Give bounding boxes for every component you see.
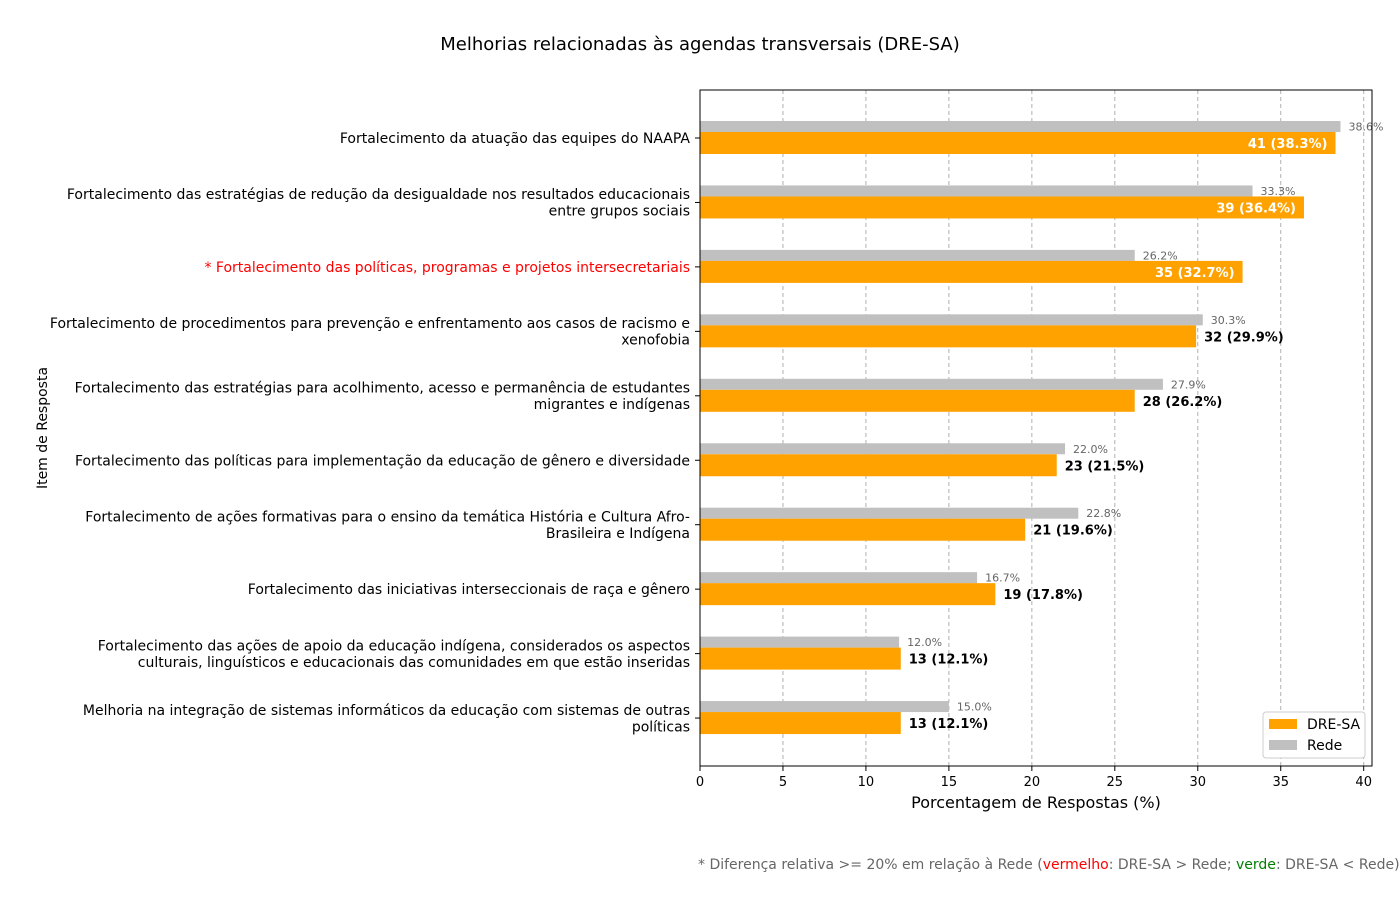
dre-sa-bar xyxy=(700,260,1243,283)
category-label: Fortalecimento das estratégias de reduçã… xyxy=(67,187,690,220)
footnote-middle: : DRE-SA > Rede; xyxy=(1108,857,1237,873)
dre-sa-bar xyxy=(700,712,901,735)
rede-value-label: 30.3% xyxy=(1211,314,1246,327)
dre-sa-bar xyxy=(700,647,901,670)
rede-bar xyxy=(700,249,1135,261)
rede-bar xyxy=(700,701,949,713)
footnote-red-word: vermelho xyxy=(1042,857,1109,873)
x-tick-label: 15 xyxy=(941,775,958,790)
rede-value-label: 22.8% xyxy=(1086,507,1121,520)
dre-sa-bar xyxy=(700,389,1135,412)
rede-bar xyxy=(700,443,1066,455)
dre-sa-value-label: 41 (38.3%) xyxy=(1248,137,1328,152)
dre-sa-bar xyxy=(700,454,1057,477)
category-label: Fortalecimento da atuação das equipes do… xyxy=(340,131,691,147)
footnote-green-word: verde xyxy=(1236,857,1276,873)
category-label: Fortalecimento das iniciativas intersecc… xyxy=(248,582,690,598)
dre-sa-bar xyxy=(700,325,1197,348)
dre-sa-bar xyxy=(700,518,1026,541)
dre-sa-value-label: 13 (12.1%) xyxy=(909,653,989,668)
category-label: Fortalecimento de procedimentos para pre… xyxy=(50,316,690,349)
category-label: * Fortalecimento das políticas, programa… xyxy=(204,260,690,276)
x-tick-label: 20 xyxy=(1024,775,1041,790)
dre-sa-value-label: 39 (36.4%) xyxy=(1216,201,1296,216)
rede-value-label: 38.6% xyxy=(1348,121,1383,134)
x-tick-label: 10 xyxy=(858,775,875,790)
x-tick-label: 5 xyxy=(779,775,787,790)
legend-swatch-rede xyxy=(1269,740,1297,750)
rede-bar xyxy=(700,121,1341,132)
footnote-prefix: * Diferença relativa >= 20% em relação à… xyxy=(698,857,1043,873)
dre-sa-value-label: 35 (32.7%) xyxy=(1155,266,1235,281)
category-label: Fortalecimento das políticas para implem… xyxy=(75,453,690,469)
rede-bar xyxy=(700,378,1163,390)
rede-value-label: 22.0% xyxy=(1073,443,1108,456)
dre-sa-value-label: 23 (21.5%) xyxy=(1065,459,1145,474)
x-tick-label: 35 xyxy=(1272,775,1289,790)
dre-sa-bar xyxy=(700,196,1304,219)
footnote: * Diferença relativa >= 20% em relação à… xyxy=(698,857,1400,873)
dre-sa-value-label: 21 (19.6%) xyxy=(1033,524,1113,539)
x-tick-label: 0 xyxy=(696,775,704,790)
rede-bar xyxy=(700,314,1203,326)
footnote-suffix: : DRE-SA < Rede) xyxy=(1275,857,1400,873)
dre-sa-bar xyxy=(700,132,1336,154)
rede-value-label: 16.7% xyxy=(985,572,1020,585)
rede-value-label: 15.0% xyxy=(957,701,992,714)
category-label: Melhoria na integração de sistemas infor… xyxy=(83,703,690,736)
rede-bar xyxy=(700,185,1253,197)
dre-sa-value-label: 28 (26.2%) xyxy=(1143,395,1223,410)
rede-bar xyxy=(700,572,978,584)
chart-title: Melhorias relacionadas às agendas transv… xyxy=(440,34,960,55)
plot-frame xyxy=(699,89,1373,767)
dre-sa-bar xyxy=(700,583,996,606)
legend-label-dre-sa: DRE-SA xyxy=(1307,717,1361,733)
dre-sa-value-label: 32 (29.9%) xyxy=(1204,330,1284,345)
rede-value-label: 12.0% xyxy=(907,636,942,649)
x-axis-title: Porcentagem de Respostas (%) xyxy=(911,793,1161,812)
rede-bar xyxy=(700,507,1079,519)
x-tick-label: 25 xyxy=(1107,775,1124,790)
legend-label-rede: Rede xyxy=(1307,738,1342,754)
category-label: Fortalecimento de ações formativas para … xyxy=(85,509,690,542)
x-tick-label: 40 xyxy=(1355,775,1372,790)
rede-value-label: 26.2% xyxy=(1143,249,1178,262)
y-axis-title: Item de Resposta xyxy=(35,367,51,489)
category-label: Fortalecimento das estratégias para acol… xyxy=(75,381,690,414)
legend-swatch-dre-sa xyxy=(1269,719,1297,729)
rede-value-label: 33.3% xyxy=(1261,185,1296,198)
dre-sa-value-label: 13 (12.1%) xyxy=(909,717,989,732)
x-tick-label: 30 xyxy=(1190,775,1207,790)
category-label: Fortalecimento das ações de apoio da edu… xyxy=(98,638,690,671)
rede-bar xyxy=(700,636,900,648)
rede-value-label: 27.9% xyxy=(1171,378,1206,391)
dre-sa-value-label: 19 (17.8%) xyxy=(1003,588,1083,603)
